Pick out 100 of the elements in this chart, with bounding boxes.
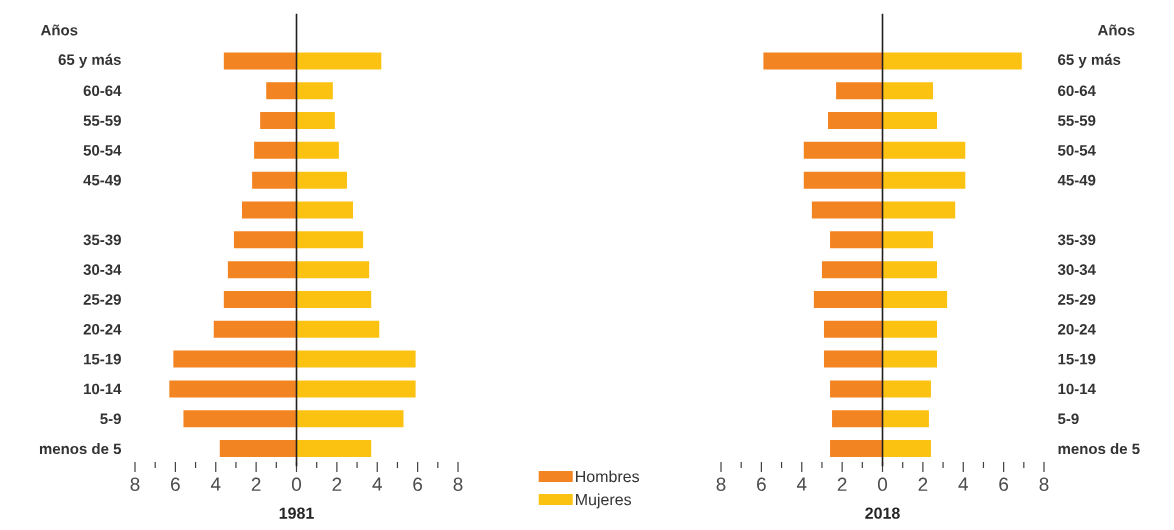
y-tick-label: 45-49 [1057, 174, 1096, 186]
y-tick-label: 5-9 [100, 413, 121, 425]
bar [882, 231, 933, 249]
bar [252, 171, 297, 189]
text: 2018 [865, 507, 900, 519]
bar [296, 350, 416, 368]
y-tick-label: 30-34 [1057, 264, 1096, 275]
y-tick-label: 20-24 [1058, 323, 1096, 335]
x-tick-label: 4 [372, 477, 382, 491]
y-tick-label: 60-64 [83, 85, 122, 97]
x-tick-label: 2 [251, 477, 261, 491]
y-tick-label: 50-54 [83, 145, 122, 156]
bar [823, 320, 883, 338]
bar [823, 350, 883, 368]
y-tick-label: 55-59 [83, 115, 121, 126]
x-tick-label: 8 [716, 477, 726, 491]
x-tick-label: 0 [291, 477, 302, 491]
bar [296, 440, 372, 458]
bar [227, 261, 297, 279]
y-tick-label: menos de 5 [1058, 443, 1140, 455]
bar [223, 290, 297, 308]
y-tick-label: 15-19 [1058, 353, 1096, 365]
x-tick-label: 6 [999, 477, 1009, 491]
bar [882, 112, 938, 130]
bar [882, 52, 1022, 70]
legend-label: Hombres [576, 470, 640, 483]
bar [254, 141, 297, 159]
bar [830, 380, 883, 398]
bar [183, 410, 297, 428]
y-tick-label: menos de 5 [39, 443, 122, 455]
bar [296, 141, 339, 159]
x-tick-label: 4 [796, 477, 807, 491]
text: 1981 [279, 507, 314, 519]
bar [296, 261, 370, 279]
y-tick-label: 10-14 [1058, 383, 1096, 395]
y-tick-label: 25-29 [83, 294, 121, 305]
x-tick-label: 2 [332, 477, 342, 491]
bar [296, 201, 354, 219]
bar [213, 320, 297, 338]
x-tick-label: 4 [958, 477, 968, 491]
y-tick-label: 65 y más [58, 53, 121, 68]
x-tick-label: 6 [413, 477, 423, 491]
y-tick-label: 15-19 [84, 353, 121, 365]
x-tick-label: 6 [171, 477, 180, 491]
y-tick-label: 60-64 [1058, 85, 1096, 97]
bar [832, 410, 883, 428]
y-axis-title: Años [40, 24, 78, 36]
y-tick-label: 45-49 [83, 174, 121, 186]
bar [882, 171, 966, 189]
bar [803, 171, 883, 189]
x-tick-label: 8 [1039, 477, 1049, 491]
y-tick-label: 30-34 [83, 264, 122, 275]
bar [296, 112, 335, 130]
bar [219, 440, 297, 458]
bar [882, 380, 931, 398]
bar [266, 82, 297, 100]
y-tick-label: 50-54 [1058, 145, 1096, 156]
bar [811, 201, 883, 219]
y-tick-label: 20-24 [83, 323, 122, 335]
bar [828, 112, 883, 130]
bar [763, 52, 883, 70]
bar [882, 320, 938, 338]
y-tick-label: 35-39 [83, 234, 121, 246]
x-tick-label: 8 [453, 477, 463, 491]
y-axis-title: Años [1097, 24, 1135, 36]
bar [882, 410, 929, 428]
bar [830, 231, 883, 249]
bar [296, 290, 372, 308]
bar [882, 261, 938, 279]
bar [830, 440, 883, 458]
bar [296, 52, 382, 70]
bar [836, 82, 883, 100]
bar [223, 52, 297, 70]
bar [882, 290, 948, 308]
bar [882, 440, 931, 458]
y-tick-label: 5-9 [1058, 413, 1079, 425]
bar [233, 231, 297, 249]
bar [242, 201, 297, 219]
x-tick-label: 6 [757, 477, 766, 491]
bar [882, 82, 933, 100]
x-tick-label: 4 [210, 477, 221, 491]
bar [296, 171, 347, 189]
bar [296, 410, 404, 428]
bar [173, 350, 297, 368]
y-tick-label: 55-59 [1058, 115, 1096, 126]
x-tick-label: 2 [918, 477, 928, 491]
bar [882, 141, 966, 159]
x-tick-label: 0 [877, 477, 888, 491]
y-tick-label: 65 y más [1058, 53, 1121, 68]
bar [803, 141, 883, 159]
bar [821, 261, 883, 279]
x-tick-label: 2 [837, 477, 847, 491]
bar [882, 350, 938, 368]
bar [882, 201, 956, 219]
bar [296, 320, 380, 338]
legend-label: Mujeres [576, 493, 632, 509]
y-tick-label: 10-14 [84, 383, 122, 395]
bar [169, 380, 297, 398]
y-tick-label: 25-29 [1058, 294, 1096, 305]
bar [296, 380, 416, 398]
